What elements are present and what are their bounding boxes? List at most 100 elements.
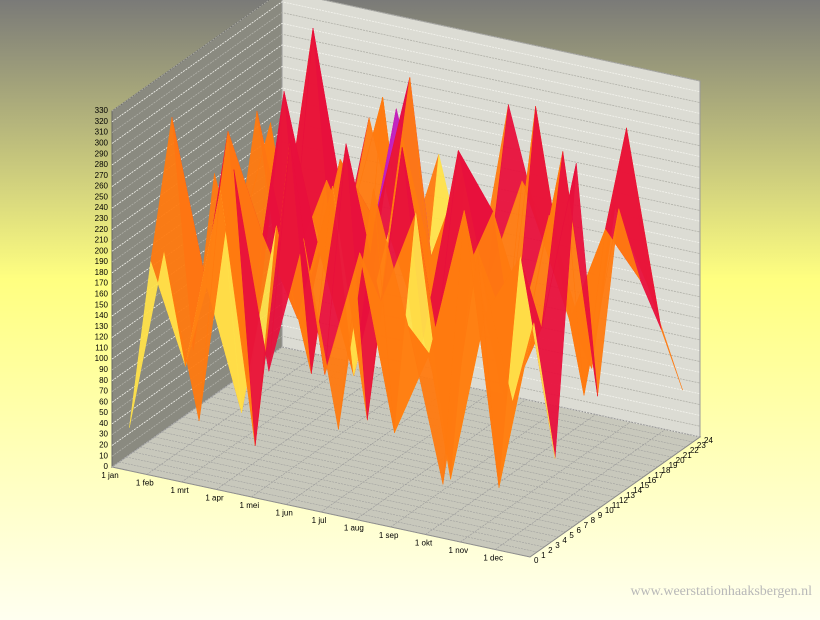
y-tick-label: 200 [95,246,109,255]
z-tick-label: 3 [555,541,560,550]
z-tick-label: 23 [697,441,706,450]
grid-line [267,356,686,448]
y-tick-label: 60 [99,397,108,406]
z-tick-label: 7 [584,521,589,530]
y-tick-label: 250 [95,192,109,201]
y-tick-label: 270 [95,171,109,180]
y-tick-label: 150 [95,300,109,309]
z-tick-label: 6 [577,526,582,535]
y-tick-label: 240 [95,203,109,212]
y-tick-label: 130 [95,322,109,331]
z-tick-label: 10 [605,506,614,515]
z-tick-label: 19 [669,461,678,470]
grid-line [425,414,596,535]
grid-line [111,44,701,166]
grid-line [111,22,701,144]
grid-line [147,441,566,533]
y-tick-label: 140 [95,311,109,320]
grid-line [111,1,701,123]
grid-line [126,456,545,548]
x-tick-label: 1 okt [415,539,433,548]
z-tick-label: 20 [676,456,685,465]
z-tick-label: 24 [704,436,713,445]
grid-line [189,411,608,503]
grid-line [140,446,559,538]
y-tick-label: 280 [95,160,109,169]
grid-line [111,12,701,133]
y-tick-label: 0 [104,462,109,471]
z-tick-label: 21 [683,451,692,460]
grid-line [218,391,637,483]
watermark: www.weerstationhaaksbergen.nl [630,584,812,599]
grid-line [111,335,701,457]
grid-line [111,55,701,177]
x-tick-label: 1 dec [483,554,503,563]
y-tick-label: 80 [99,376,108,385]
x-tick-label: 1 jul [312,516,327,525]
z-tick-label: 12 [619,496,628,505]
x-tick-label: 1 jun [275,509,292,518]
z-tick-label: 16 [647,476,656,485]
z-tick-label: 1 [541,551,546,560]
y-tick-label: 40 [99,419,108,428]
x-tick-label: 1 jan [101,471,118,480]
z-tick-label: 8 [591,516,596,525]
grid-line [181,361,352,483]
grid-line [168,426,587,518]
plot-area: 0102030405060708090100110120130140150160… [95,0,713,565]
x-tick-label: 1 nov [449,546,469,555]
x-tick-label: 1 sep [379,531,399,540]
grid-line [119,461,538,553]
z-tick-label: 22 [690,446,699,455]
grid-line [146,354,318,475]
y-tick-label: 120 [95,333,109,342]
x-tick-label: 1 feb [136,479,154,488]
y-tick-label: 170 [95,279,109,288]
z-tick-label: 2 [548,546,553,555]
x-tick-label: 1 aug [344,524,364,533]
grid-line [111,324,701,446]
grid-line [204,401,623,493]
z-tick-label: 9 [598,511,603,520]
y-tick-label: 10 [99,451,108,460]
y-tick-label: 330 [95,106,109,115]
grid-line [175,421,594,513]
grid-line [154,436,573,528]
y-tick-label: 30 [99,430,108,439]
y-tick-label: 20 [99,441,108,450]
y-tick-label: 260 [95,182,109,191]
y-tick-label: 50 [99,408,108,417]
z-tick-label: 5 [569,531,574,540]
grid-line [211,396,630,488]
y-tick-label: 300 [95,138,109,147]
y-tick-label: 310 [95,128,109,137]
x-tick-label: 1 mrt [171,486,190,495]
grid-line [133,451,552,543]
y-tick-label: 110 [95,343,108,352]
z-tick-label: 0 [534,556,539,565]
x-tick-label: 1 mei [240,501,260,510]
y-tick-label: 100 [95,354,109,363]
grid-line [111,33,701,155]
grid-line [182,416,601,508]
y-tick-label: 320 [95,117,109,126]
z-tick-label: 14 [633,486,642,495]
grid-line [161,431,580,523]
grid-line [260,361,679,453]
grid-line [274,351,693,443]
y-tick-label: 210 [95,236,109,245]
y-tick-label: 220 [95,225,109,234]
z-tick-label: 15 [640,481,649,490]
y-tick-label: 70 [99,387,108,396]
y-tick-label: 230 [95,214,109,223]
surface-cell [477,254,535,488]
grid-line [196,406,616,498]
y-tick-label: 190 [95,257,109,266]
z-tick-label: 18 [662,466,671,475]
z-tick-label: 4 [562,536,567,545]
grid-line [460,421,631,543]
z-tick-label: 17 [654,471,663,480]
grid-line [111,466,531,558]
y-tick-label: 180 [95,268,109,277]
